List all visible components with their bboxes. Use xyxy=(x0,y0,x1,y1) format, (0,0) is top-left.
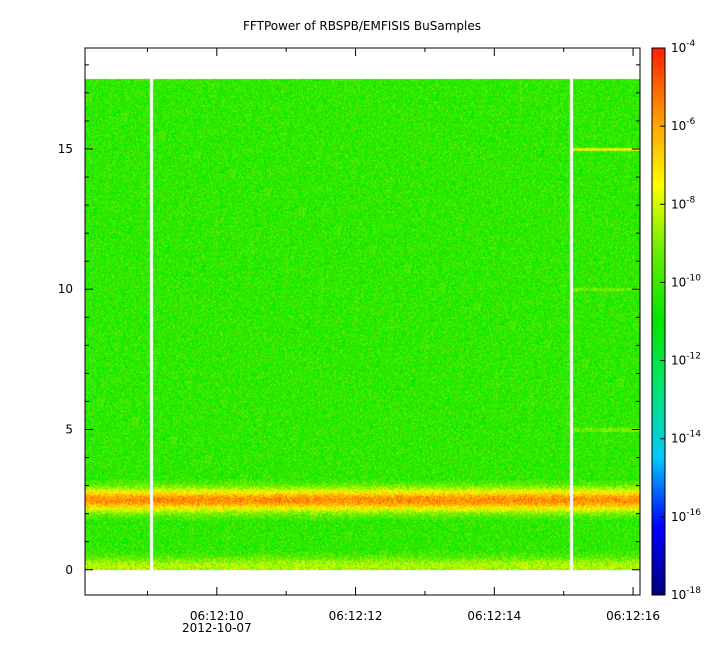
y-axis: 0 5 10 15 xyxy=(58,64,640,577)
colorbar-tick-label: 10-8 xyxy=(671,195,696,211)
x-tick-date-label: 2012-10-07 xyxy=(182,621,252,635)
colorbar-tick-label: 10-12 xyxy=(671,352,701,368)
colorbar-tick-label: 10-4 xyxy=(671,39,696,55)
colorbar-gradient xyxy=(652,48,665,595)
colorbar-tick-label: 10-10 xyxy=(671,273,701,289)
y-tick-label: 5 xyxy=(65,422,73,436)
x-tick-label: 06:12:16 xyxy=(606,609,660,623)
x-tick-label: 06:12:14 xyxy=(467,609,521,623)
x-tick-label: 06:12:12 xyxy=(329,609,383,623)
colorbar xyxy=(652,48,665,595)
y-tick-label: 10 xyxy=(58,282,73,296)
colorbar-tick-label: 10-18 xyxy=(671,586,701,602)
colorbar-tick-label: 10-6 xyxy=(671,117,696,133)
plot-frame xyxy=(84,47,641,596)
chart-title: FFTPower of RBSPB/EMFISIS BuSamples xyxy=(243,19,481,33)
y-tick-label: 0 xyxy=(65,563,73,577)
x-tick-label: 06:12:10 xyxy=(190,609,244,623)
y-tick-label: 15 xyxy=(58,142,73,156)
colorbar-frame xyxy=(651,47,666,596)
spectrogram-heatmap xyxy=(85,48,640,595)
colorbar-tick-label: 10-16 xyxy=(671,508,701,524)
colorbar-axis: 10-18 10-16 10-14 10-12 10-10 10-8 10-6 10-4 xyxy=(660,39,701,602)
colorbar-tick-label: 10-14 xyxy=(671,430,701,446)
plot-area xyxy=(85,48,640,595)
